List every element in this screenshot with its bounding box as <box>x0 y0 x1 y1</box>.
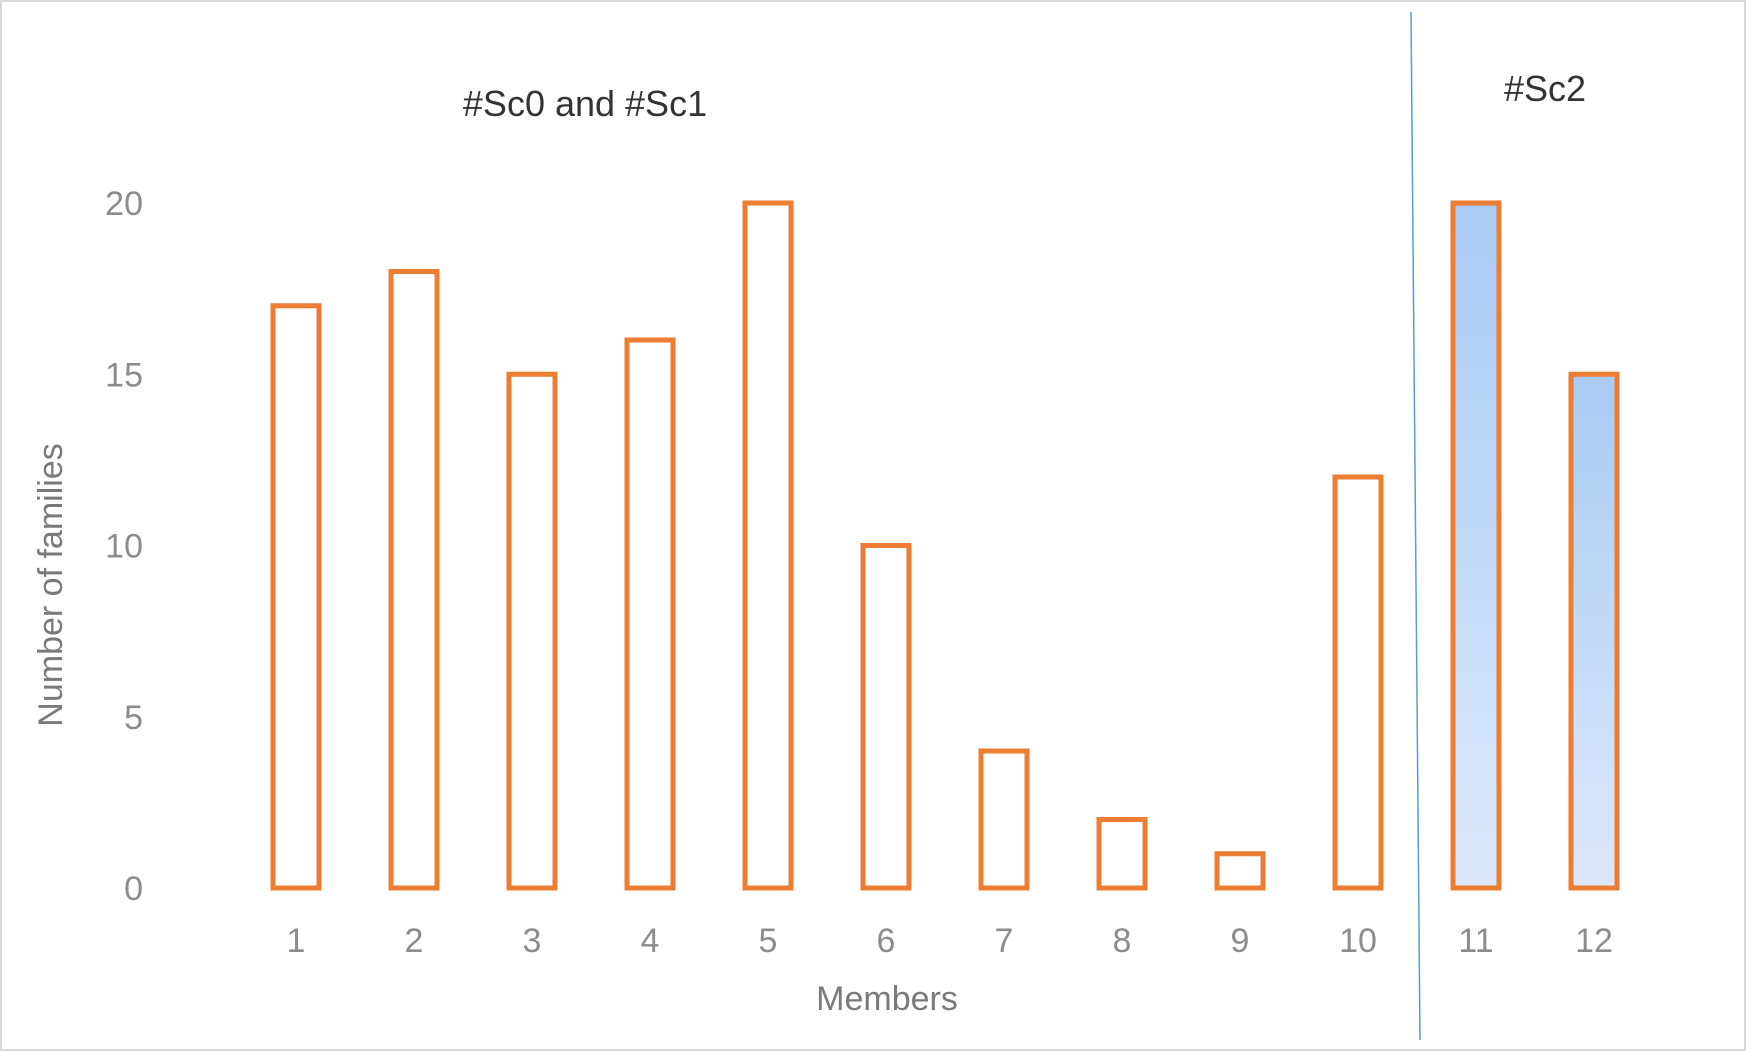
bar-10 <box>1332 474 1384 891</box>
y-tick-label: 15 <box>105 356 143 394</box>
x-tick-label: 10 <box>1339 922 1377 960</box>
bar-9 <box>1214 851 1266 891</box>
y-tick-label: 20 <box>105 185 143 223</box>
x-tick-label: 9 <box>1231 922 1250 960</box>
y-tick-label: 5 <box>124 699 143 737</box>
x-tick-label: 7 <box>995 922 1014 960</box>
x-tick-label: 5 <box>759 922 778 960</box>
y-tick-label: 0 <box>124 870 143 908</box>
y-tick-labels: 0 5 10 15 20 <box>105 185 143 908</box>
x-tick-label: 6 <box>877 922 896 960</box>
bar-5 <box>742 200 794 891</box>
bar-1 <box>270 303 322 891</box>
x-axis-title: Members <box>816 980 958 1018</box>
x-tick-label: 4 <box>641 922 660 960</box>
region-divider <box>1410 11 1421 1041</box>
bars-layer <box>270 200 1620 891</box>
y-axis-title: Number of families <box>32 443 70 726</box>
region-label-sc2: #Sc2 <box>1504 68 1586 109</box>
bar-3 <box>506 371 558 891</box>
x-tick-label: 8 <box>1113 922 1132 960</box>
bar-11 <box>1450 200 1502 891</box>
x-tick-label: 3 <box>523 922 542 960</box>
x-tick-label: 1 <box>287 922 306 960</box>
bar-8 <box>1096 817 1148 891</box>
bar-6 <box>860 543 912 891</box>
x-tick-label: 2 <box>405 922 424 960</box>
bar-7 <box>978 748 1030 891</box>
bar-12 <box>1568 371 1620 891</box>
x-tick-labels: 1 2 3 4 5 6 7 8 9 10 11 12 <box>287 922 1613 960</box>
y-tick-label: 10 <box>105 528 143 566</box>
bar-4 <box>624 337 676 891</box>
x-tick-label: 11 <box>1458 922 1493 960</box>
bar-2 <box>388 269 440 891</box>
x-tick-label: 12 <box>1575 922 1613 960</box>
region-label-sc0-sc1: #Sc0 and #Sc1 <box>463 83 707 124</box>
